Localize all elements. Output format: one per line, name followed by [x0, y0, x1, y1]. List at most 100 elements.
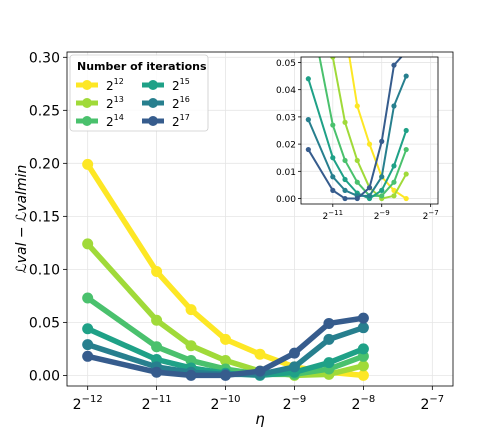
- inset-data-point: [366, 193, 373, 199]
- legend-label-exponent: 14: [114, 113, 124, 122]
- inset-y-tick-label: 0.05: [276, 59, 296, 69]
- inset-data-point: [366, 185, 373, 191]
- inset-series-2-17: [305, 57, 403, 202]
- inset-data-point: [366, 141, 373, 147]
- inset-data-point: [342, 176, 348, 183]
- inset-data-point: [330, 155, 336, 161]
- inset-x-tick-label: 2−7: [423, 209, 439, 222]
- data-point: [357, 360, 369, 372]
- data-point: [323, 357, 335, 369]
- legend-swatch-marker: [148, 80, 158, 90]
- main-x-tick-label: 2−11: [142, 394, 172, 413]
- legend-label-exponent: 13: [114, 95, 124, 104]
- main-y-tick-label: 0.15: [29, 209, 60, 225]
- inset-data-point: [379, 174, 385, 180]
- inset-data-point: [342, 195, 348, 202]
- main-axes-frame: [66, 51, 454, 387]
- legend-label: 213: [106, 95, 124, 111]
- legend-label-base: 2: [106, 79, 114, 93]
- data-point: [151, 265, 163, 277]
- legend-label-exponent: 17: [180, 113, 190, 122]
- inset-data-point: [379, 138, 385, 144]
- inset-data-point: [403, 171, 409, 177]
- inset-series-line: [318, 57, 408, 197]
- inset-data-point: [305, 117, 311, 123]
- tick-base: 2: [142, 397, 151, 413]
- legend-box: [69, 54, 209, 132]
- inset-x-tick-label: 2−9: [374, 209, 390, 222]
- inset-data-point: [391, 179, 397, 185]
- series-line: [84, 241, 367, 379]
- inset-tick-base: 2: [374, 212, 380, 222]
- y-axis-label: ℒval − ℒvalmin: [14, 165, 30, 274]
- legend-swatch-marker: [82, 98, 92, 108]
- main-y-tick-label: 0.30: [29, 50, 60, 66]
- data-point: [254, 348, 266, 360]
- inset-data-point: [403, 127, 409, 134]
- inset-x-tick-label: 2−11: [323, 209, 344, 222]
- inset-data-point: [342, 119, 348, 125]
- tick-exponent: −11: [151, 394, 172, 405]
- tick-base: 2: [211, 397, 220, 413]
- main-x-tick-label: 2−9: [283, 394, 307, 413]
- main-x-tick-label: 2−7: [420, 394, 444, 413]
- main-y-tick-label: 0.20: [29, 156, 60, 172]
- inset-tick-exponent: −9: [379, 209, 389, 217]
- data-point: [220, 369, 232, 381]
- inset-background: [301, 57, 438, 204]
- data-point: [151, 366, 163, 378]
- main-x-tick-label: 2−10: [211, 394, 241, 413]
- legend-item: 213: [76, 95, 124, 111]
- inset-data-point: [391, 163, 397, 169]
- legend-label-base: 2: [106, 115, 114, 129]
- legend-label-exponent: 16: [180, 95, 190, 104]
- data-point: [357, 369, 369, 381]
- inset-series-line: [348, 57, 407, 200]
- series-line: [84, 315, 367, 379]
- main-y-tick-label: 0.00: [29, 368, 60, 384]
- data-point: [254, 365, 266, 377]
- data-point: [357, 343, 369, 355]
- data-point: [220, 333, 232, 345]
- legend-swatch-marker: [82, 116, 92, 126]
- data-point: [220, 355, 232, 367]
- data-point: [82, 158, 94, 170]
- inset-series-line: [307, 75, 408, 197]
- data-point: [151, 341, 163, 353]
- inset-tick-exponent: −11: [328, 209, 343, 217]
- data-point: [357, 322, 369, 334]
- main-y-tick-label: 0.25: [29, 103, 60, 119]
- inset-y-tick-label: 0.01: [276, 168, 296, 178]
- legend-item: 214: [76, 113, 124, 129]
- inset-series-2-16: [305, 73, 409, 199]
- inset-data-point: [391, 103, 397, 109]
- legend-label-base: 2: [172, 97, 180, 111]
- inset-series-group: [305, 57, 409, 202]
- inset-data-point: [379, 187, 385, 193]
- inset-y-tick-label: 0.03: [276, 113, 296, 123]
- data-point: [185, 304, 197, 316]
- inset-series-2-14: [318, 57, 409, 199]
- legend-swatch-marker: [82, 80, 92, 90]
- tick-exponent: −8: [360, 394, 375, 405]
- inset-axes-frame: [300, 56, 439, 205]
- tick-base: 2: [283, 397, 292, 413]
- legend-label-exponent: 15: [180, 77, 190, 86]
- main-x-tick-label: 2−12: [73, 394, 103, 413]
- legend-label-base: 2: [172, 79, 180, 93]
- inset-data-point: [354, 195, 360, 202]
- main-x-tick-label: 2−8: [352, 394, 376, 413]
- tick-exponent: −7: [429, 394, 444, 405]
- tick-base: 2: [73, 397, 82, 413]
- legend-swatch-marker: [148, 98, 158, 108]
- inset-tick-base: 2: [323, 212, 329, 222]
- data-point: [288, 361, 300, 373]
- data-point: [185, 369, 197, 381]
- tick-exponent: −12: [82, 394, 103, 405]
- tick-base: 2: [420, 397, 429, 413]
- series-2-17: [82, 312, 369, 381]
- inset-data-point: [330, 187, 336, 193]
- inset-data-point: [342, 187, 348, 193]
- legend-item: 212: [76, 77, 124, 93]
